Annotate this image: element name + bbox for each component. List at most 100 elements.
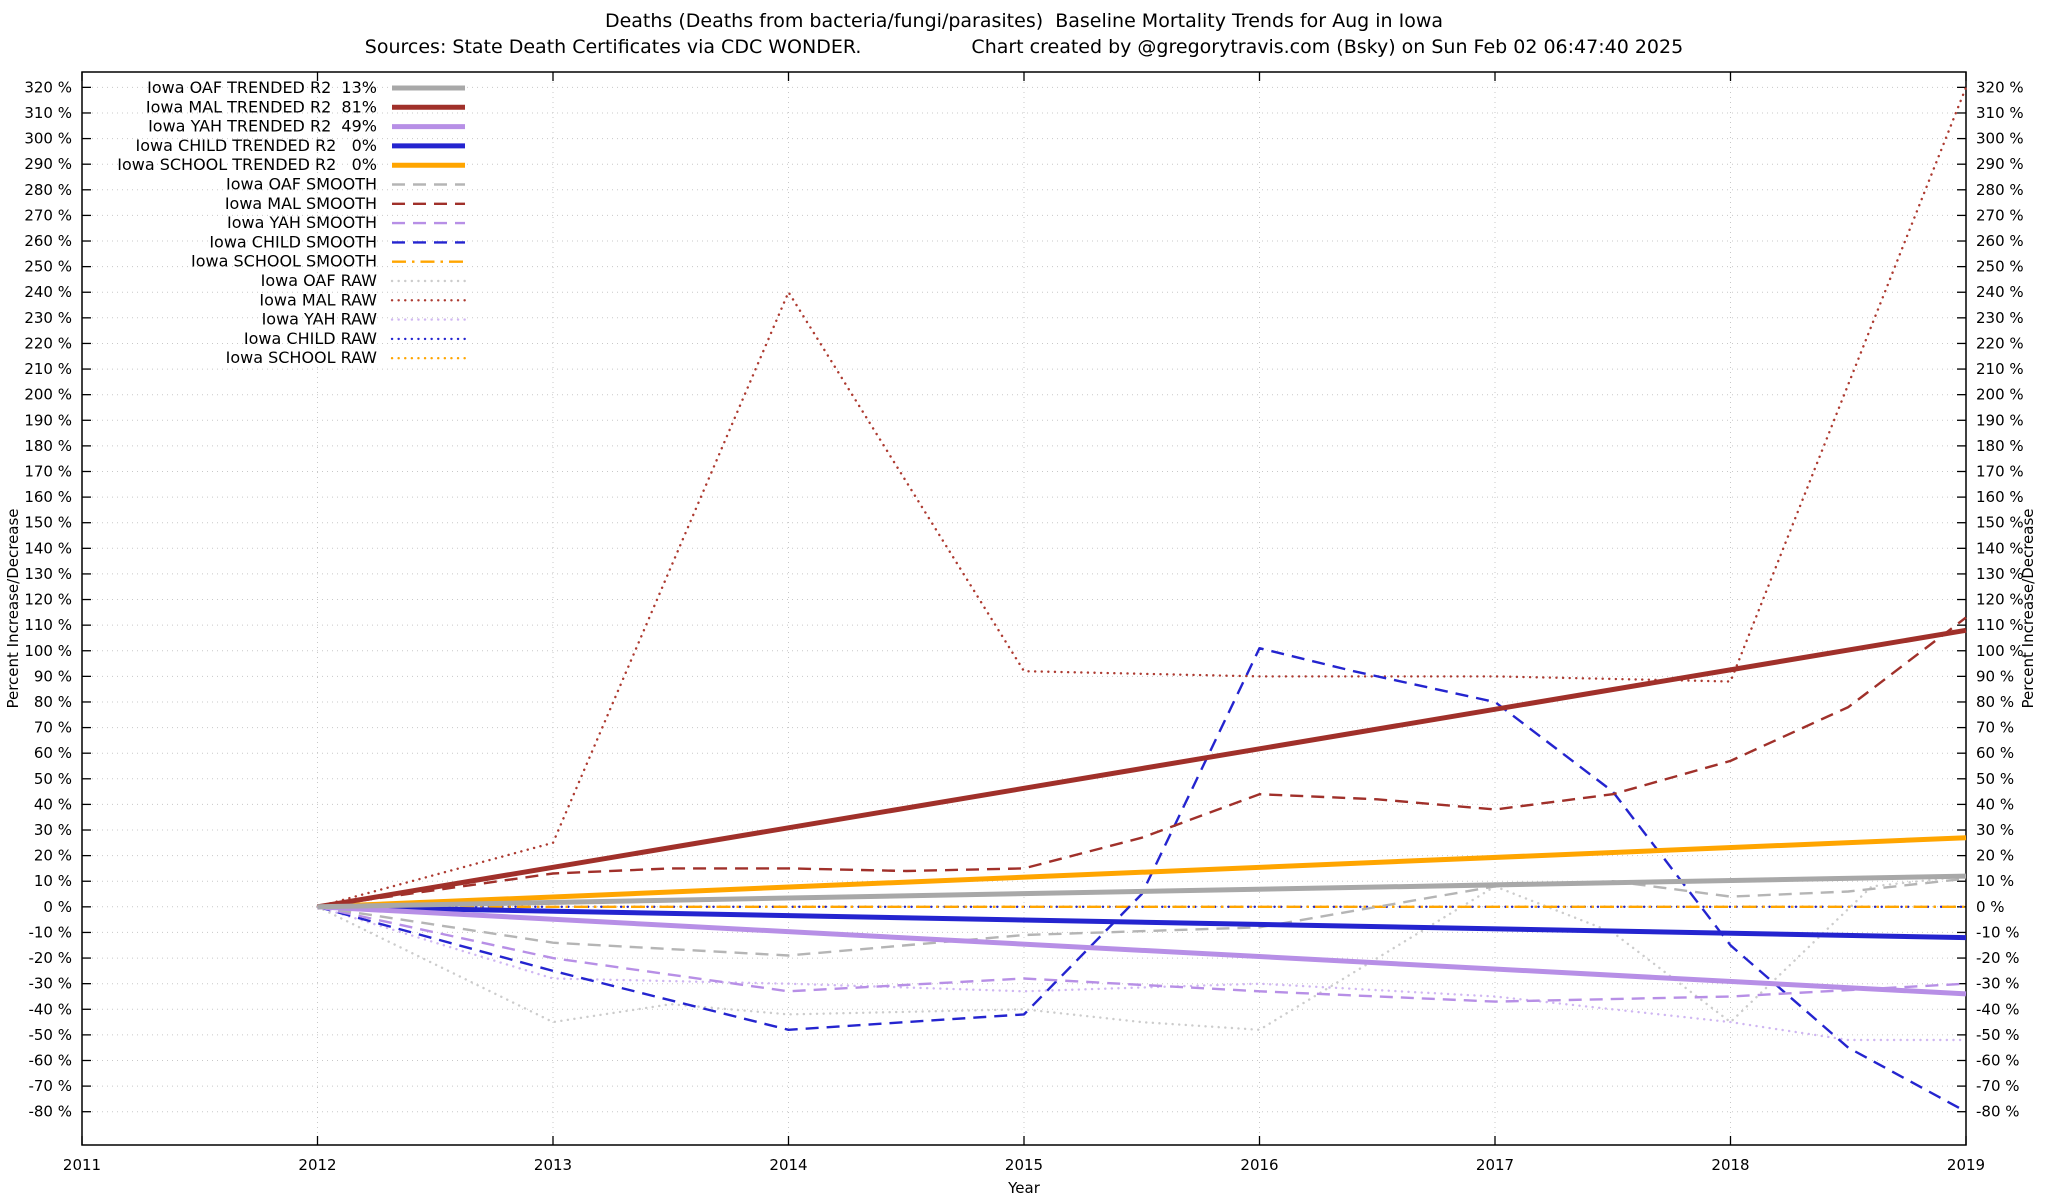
y-tick-label-left: 60 % (34, 744, 72, 762)
y-axis-title-left: Percent Increase/Decrease (4, 508, 22, 708)
x-tick-label: 2019 (1947, 1156, 1985, 1174)
y-tick-label-left: 160 % (24, 488, 72, 506)
y-tick-label-right: 0 % (1976, 898, 2005, 916)
y-tick-label-right: 220 % (1976, 334, 2024, 352)
y-tick-label-left: 90 % (34, 667, 72, 685)
y-tick-label-right: -10 % (1976, 923, 2020, 941)
y-tick-label-right: 250 % (1976, 258, 2024, 276)
x-tick-label: 2016 (1240, 1156, 1278, 1174)
y-tick-label-right: 170 % (1976, 462, 2024, 480)
y-tick-label-left: 120 % (24, 591, 72, 609)
y-tick-label-right: 100 % (1976, 642, 2024, 660)
y-tick-label-left: 170 % (24, 462, 72, 480)
y-tick-label-left: 40 % (34, 795, 72, 813)
y-tick-label-left: -20 % (28, 949, 72, 967)
y-tick-label-left: 140 % (24, 539, 72, 557)
series-line-child-trended (317, 904, 1967, 941)
y-tick-label-left: 230 % (24, 309, 72, 327)
y-tick-label-left: 240 % (24, 283, 72, 301)
series-line-child-smooth (317, 647, 1967, 1113)
y-tick-label-right: 40 % (1976, 795, 2014, 813)
series-line-oaf-raw (316, 874, 1968, 1031)
series-line-mal-trended (317, 627, 1967, 910)
series-line-oaf-trended (317, 873, 1967, 910)
y-tick-label-right: 180 % (1976, 437, 2024, 455)
x-tick-label: 2013 (534, 1156, 572, 1174)
y-tick-label-left: 80 % (34, 693, 72, 711)
y-tick-label-right: 130 % (1976, 565, 2024, 583)
series-line-yah-smooth (317, 905, 1967, 1003)
y-axis-title-right: Percent Increase/Decrease (2019, 508, 2037, 708)
y-tick-label-left: 20 % (34, 847, 72, 865)
y-tick-label-right: 270 % (1976, 206, 2024, 224)
author-credit: Chart created by @gregorytravis.com (Bsk… (971, 36, 1684, 58)
legend-label-mal-trended: Iowa MAL TRENDED R2 81% (146, 97, 377, 116)
x-tick-label: 2012 (298, 1156, 336, 1174)
y-tick-label-right: 120 % (1976, 591, 2024, 609)
legend-label-child-trended: Iowa CHILD TRENDED R2 0% (136, 136, 377, 155)
y-tick-label-left: -60 % (28, 1051, 72, 1069)
series-line-yah-raw (316, 905, 1968, 1042)
y-tick-label-left: 10 % (34, 872, 72, 890)
page-subtitle: Sources: State Death Certificates via CD… (0, 36, 2048, 58)
legend-label-school-smooth: Iowa SCHOOL SMOOTH (191, 252, 377, 271)
y-tick-label-right: -30 % (1976, 975, 2020, 993)
y-tick-label-right: 20 % (1976, 847, 2014, 865)
x-tick-label: 2014 (769, 1156, 807, 1174)
y-tick-label-left: -80 % (28, 1103, 72, 1121)
y-tick-label-right: 30 % (1976, 821, 2014, 839)
series-line-mal-raw (316, 86, 1968, 908)
legend-label-yah-smooth: Iowa YAH SMOOTH (227, 213, 377, 232)
y-tick-label-right: 300 % (1976, 130, 2024, 148)
y-tick-label-right: -70 % (1976, 1077, 2020, 1095)
y-tick-label-right: 200 % (1976, 386, 2024, 404)
y-tick-label-right: 150 % (1976, 514, 2024, 532)
y-tick-label-right: 50 % (1976, 770, 2014, 788)
y-tick-label-left: -50 % (28, 1026, 72, 1044)
y-tick-label-left: -30 % (28, 975, 72, 993)
y-tick-label-left: 0 % (43, 898, 72, 916)
legend-label-mal-raw: Iowa MAL RAW (259, 290, 377, 309)
x-tick-label: 2011 (63, 1156, 101, 1174)
page-title: Deaths (Deaths from bacteria/fungi/paras… (604, 10, 1444, 32)
y-tick-label-left: 210 % (24, 360, 72, 378)
y-tick-label-right: 140 % (1976, 539, 2024, 557)
y-tick-label-left: 150 % (24, 514, 72, 532)
series-line-mal-smooth (317, 616, 1967, 908)
legend-label-oaf-trended: Iowa OAF TRENDED R2 13% (147, 78, 377, 97)
legend-label-oaf-smooth: Iowa OAF SMOOTH (226, 175, 377, 194)
y-tick-label-left: 30 % (34, 821, 72, 839)
series-line-oaf-smooth (317, 877, 1967, 957)
legend-label-mal-smooth: Iowa MAL SMOOTH (225, 194, 377, 213)
y-tick-label-left: 180 % (24, 437, 72, 455)
y-tick-label-right: 230 % (1976, 309, 2024, 327)
y-tick-label-right: 160 % (1976, 488, 2024, 506)
legend-label-oaf-raw: Iowa OAF RAW (261, 271, 378, 290)
y-tick-label-right: 70 % (1976, 719, 2014, 737)
y-tick-label-right: 190 % (1976, 411, 2024, 429)
y-tick-label-left: 220 % (24, 334, 72, 352)
y-tick-label-right: 290 % (1976, 155, 2024, 173)
y-tick-label-right: -60 % (1976, 1051, 2020, 1069)
y-tick-label-left: 280 % (24, 181, 72, 199)
plot-border (81, 71, 1967, 1146)
y-tick-label-left: -10 % (28, 923, 72, 941)
y-tick-label-right: 260 % (1976, 232, 2024, 250)
source-credit: Sources: State Death Certificates via CD… (364, 36, 862, 58)
y-tick-label-left: 260 % (24, 232, 72, 250)
x-tick-label: 2015 (1005, 1156, 1043, 1174)
y-tick-label-left: 50 % (34, 770, 72, 788)
y-tick-label-left: 110 % (24, 616, 72, 634)
y-tick-label-left: -70 % (28, 1077, 72, 1095)
y-tick-label-left: -40 % (28, 1000, 72, 1018)
y-tick-label-left: 310 % (24, 104, 72, 122)
y-tick-label-left: 100 % (24, 642, 72, 660)
series-line-school-trended (317, 835, 1967, 910)
y-tick-label-left: 320 % (24, 78, 72, 96)
y-tick-label-right: 210 % (1976, 360, 2024, 378)
legend-label-child-smooth: Iowa CHILD SMOOTH (209, 232, 377, 251)
y-tick-label-right: 240 % (1976, 283, 2024, 301)
y-tick-label-right: 310 % (1976, 104, 2024, 122)
y-tick-label-right: 90 % (1976, 667, 2014, 685)
